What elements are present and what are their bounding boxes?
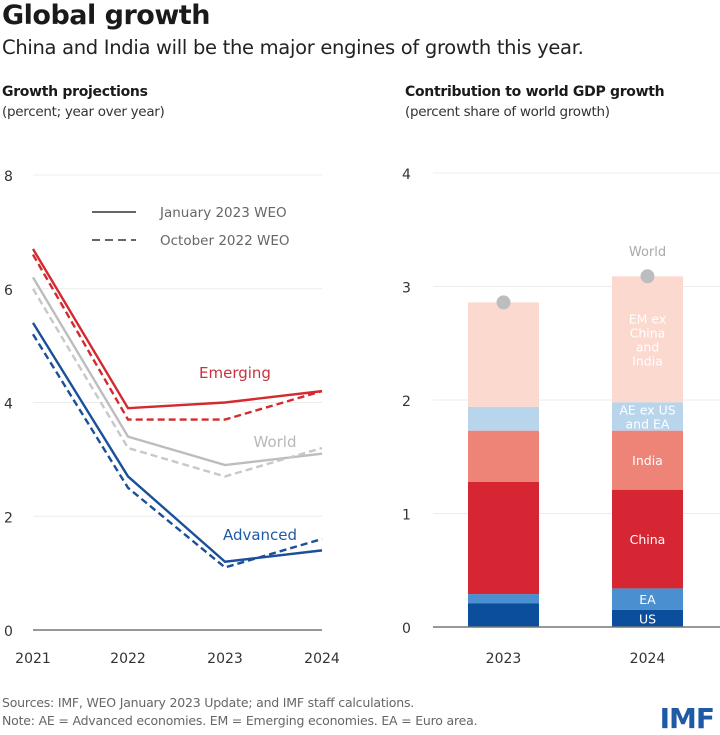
bar-segment-ae-ex-us-and-ea [468, 406, 539, 431]
page-subtitle: China and India will be the major engine… [2, 36, 584, 59]
segment-label: and [636, 339, 660, 354]
world-label: World [629, 245, 666, 260]
left-panel-subtitle: (percent; year over year) [2, 104, 165, 120]
world-marker [640, 269, 655, 284]
y-tick-label: 6 [4, 283, 13, 299]
bar-segment-india [612, 430, 683, 490]
abbreviations-note: Note: AE = Advanced economies. EM = Emer… [2, 713, 478, 728]
bar-segment-ea [468, 594, 539, 604]
segment-label: US [639, 611, 656, 626]
segment-label: AE ex US [619, 402, 675, 417]
bar-segment-china [468, 481, 539, 595]
series-line-advanced-oct2022 [31, 333, 323, 569]
world-marker [496, 295, 511, 310]
left-panel-title: Growth projections [2, 84, 148, 100]
page-title: Global growth [2, 0, 210, 31]
bar-segment-ea [612, 588, 683, 610]
y-tick-label: 0 [4, 624, 13, 640]
x-tick-label: 2024 [304, 651, 340, 667]
right-panel-subtitle: (percent share of world growth) [405, 104, 610, 120]
y-tick-label: 4 [402, 167, 411, 183]
segment-label: EM ex [629, 311, 667, 326]
imf-logo: IMF [659, 702, 715, 735]
segment-label: and EA [626, 416, 670, 431]
bar-segment-us [468, 603, 539, 627]
segment-label: China [630, 325, 666, 340]
bar-segment-india [468, 430, 539, 482]
x-tick-label: 2022 [110, 651, 146, 667]
series-line-advanced-jan2023 [31, 322, 323, 564]
series-label: World [254, 433, 297, 451]
bar-segment-china [612, 489, 683, 589]
legend-label: October 2022 WEO [160, 233, 289, 249]
series-label: Advanced [223, 526, 297, 544]
segment-label: China [630, 532, 666, 547]
y-tick-label: 8 [4, 169, 13, 185]
bar-segment-em-ex-china-and-india [468, 302, 539, 407]
segment-label: EA [639, 592, 656, 607]
y-tick-label: 1 [402, 508, 411, 524]
right-panel-title: Contribution to world GDP growth [405, 84, 665, 100]
segment-label: India [632, 353, 663, 368]
x-tick-label: 2023 [486, 651, 522, 667]
bar-segment-em-ex-china-and-india [612, 276, 683, 403]
y-tick-label: 3 [402, 281, 411, 297]
series-line-world-jan2023 [31, 276, 323, 467]
bar-segment-us [612, 609, 683, 627]
bar-segment-ae-ex-us-and-ea [612, 402, 683, 431]
segment-label: India [632, 453, 663, 468]
series-line-emerging-jan2023 [31, 248, 323, 410]
sources-note: Sources: IMF, WEO January 2023 Update; a… [2, 695, 415, 710]
x-tick-label: 2024 [630, 651, 666, 667]
y-tick-label: 2 [4, 510, 13, 526]
series-line-world-oct2022 [31, 288, 323, 478]
series-label: Emerging [199, 364, 271, 382]
y-tick-label: 0 [402, 621, 411, 637]
x-tick-label: 2023 [207, 651, 243, 667]
y-tick-label: 2 [402, 394, 411, 410]
y-tick-label: 4 [4, 397, 13, 413]
legend-label: January 2023 WEO [159, 205, 287, 221]
x-tick-label: 2021 [15, 651, 51, 667]
